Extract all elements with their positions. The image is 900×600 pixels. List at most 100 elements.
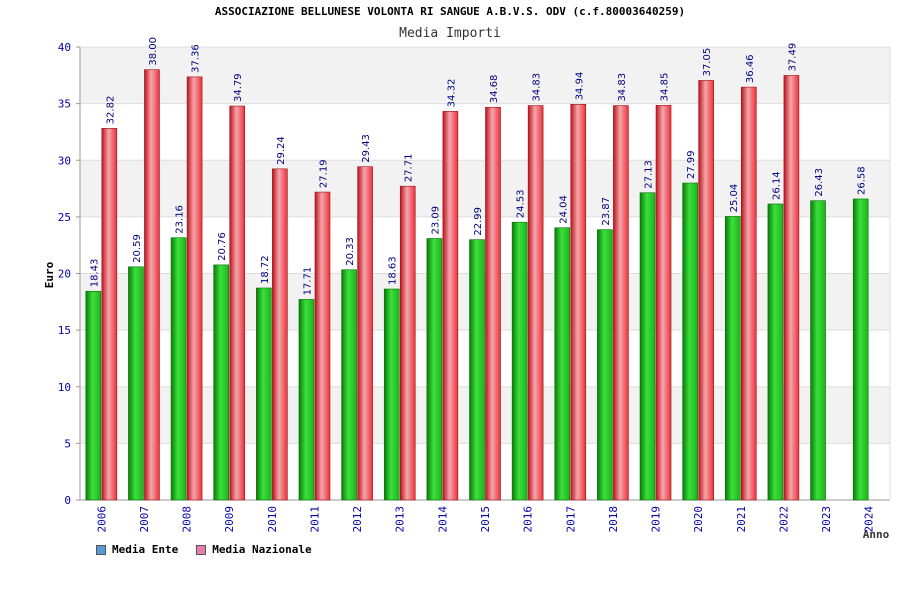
chart-subtitle: Media Importi [399, 26, 501, 41]
chart-legend: Media Ente Media Nazionale [96, 543, 312, 556]
data-label-nazionale: 29.43 [361, 134, 372, 163]
data-label-nazionale: 34.32 [446, 79, 457, 108]
data-label-ente: 18.43 [89, 259, 100, 288]
bar-media-nazionale [272, 168, 288, 501]
legend-item-ente: Media Ente [96, 543, 178, 556]
bar-media-ente [383, 288, 400, 501]
x-axis-title: Anno [863, 528, 890, 541]
x-tick-label: 2020 [692, 506, 705, 533]
data-label-nazionale: 29.24 [276, 136, 287, 165]
bar-media-ente [767, 203, 784, 501]
bar-media-ente [639, 192, 656, 501]
x-tick-label: 2014 [436, 506, 449, 533]
x-tick-label: 2011 [308, 506, 321, 533]
x-tick-label: 2012 [351, 506, 364, 533]
bar-media-ente [256, 287, 272, 501]
x-tick-label: 2013 [394, 506, 407, 533]
data-label-ente: 17.71 [302, 267, 313, 296]
data-label-nazionale: 34.68 [489, 75, 500, 104]
x-tick-label: 2017 [564, 506, 577, 533]
data-label-ente: 18.63 [388, 256, 399, 285]
x-tick-label: 2019 [650, 506, 663, 533]
chart-title: ASSOCIAZIONE BELLUNESE VOLONTA RI SANGUE… [214, 5, 686, 18]
bar-media-ente [682, 182, 698, 501]
data-label-nazionale: 37.05 [702, 48, 713, 77]
data-label-ente: 20.33 [345, 237, 356, 266]
data-label-ente: 26.14 [771, 171, 782, 200]
bar-media-nazionale [485, 106, 501, 501]
data-label-nazionale: 38.00 [148, 37, 159, 66]
bar-media-ente [426, 238, 443, 501]
bar-media-ente [852, 198, 869, 501]
bar-media-nazionale [399, 185, 416, 501]
data-label-ente: 20.76 [217, 232, 228, 261]
y-tick-label: 5 [64, 437, 71, 450]
bar-media-nazionale [314, 191, 331, 501]
bar-media-nazionale [144, 69, 160, 501]
bar-media-ente [85, 290, 102, 501]
bar-media-ente [554, 227, 571, 501]
bar-media-nazionale [442, 111, 459, 501]
data-label-ente: 24.04 [558, 195, 569, 224]
x-tick-label: 2021 [735, 506, 748, 533]
bar-media-ente [213, 264, 230, 501]
y-tick-label: 25 [58, 211, 71, 224]
bar-media-nazionale [186, 76, 203, 501]
bar-media-nazionale [740, 86, 757, 501]
data-label-ente: 23.09 [430, 206, 441, 235]
y-tick-label: 15 [58, 324, 71, 337]
x-tick-label: 2008 [181, 506, 194, 533]
bar-media-nazionale [613, 105, 629, 501]
data-label-ente: 25.04 [729, 184, 740, 213]
data-label-ente: 27.99 [686, 150, 697, 179]
data-label-ente: 26.58 [857, 166, 868, 195]
data-label-nazionale: 34.94 [574, 72, 585, 101]
data-label-nazionale: 34.85 [660, 73, 671, 102]
x-tick-label: 2009 [223, 506, 236, 533]
bar-media-ente [170, 237, 187, 501]
data-label-nazionale: 27.19 [318, 159, 329, 188]
x-tick-label: 2024 [863, 506, 876, 533]
y-tick-label: 10 [58, 381, 71, 394]
data-label-nazionale: 36.46 [745, 54, 756, 83]
x-tick-label: 2023 [820, 506, 833, 533]
legend-label-ente: Media Ente [112, 543, 179, 556]
bar-media-ente [810, 200, 826, 501]
bar-media-ente [341, 269, 357, 501]
bar-media-ente [597, 229, 613, 501]
bar-media-nazionale [229, 105, 246, 501]
bar-media-nazionale [527, 105, 544, 501]
bar-media-ente [511, 221, 528, 501]
legend-swatch-ente [96, 544, 106, 555]
data-label-nazionale: 37.49 [787, 43, 798, 72]
bar-media-nazionale [101, 128, 118, 501]
data-label-nazionale: 32.82 [105, 96, 116, 125]
x-tick-label: 2018 [607, 506, 620, 533]
data-label-nazionale: 37.36 [191, 44, 202, 73]
data-label-ente: 24.53 [516, 190, 527, 219]
data-label-ente: 20.59 [132, 234, 143, 263]
y-tick-label: 30 [58, 154, 71, 167]
y-tick-label: 35 [58, 98, 71, 111]
bar-media-nazionale [783, 75, 800, 501]
y-tick-label: 0 [64, 494, 71, 507]
y-axis-title: Euro [43, 261, 56, 288]
bar-media-nazionale [698, 80, 714, 501]
y-tick-label: 40 [58, 41, 71, 54]
bar-media-ente [128, 266, 144, 501]
x-tick-label: 2006 [95, 506, 108, 533]
data-label-ente: 18.72 [260, 255, 271, 284]
bar-media-ente [298, 299, 315, 501]
x-tick-label: 2007 [138, 506, 151, 533]
bar-media-ente [469, 239, 485, 501]
data-label-ente: 26.43 [814, 168, 825, 197]
x-tick-label: 2022 [777, 506, 790, 533]
data-label-nazionale: 27.71 [404, 154, 415, 183]
legend-swatch-nazionale [196, 544, 207, 555]
data-label-nazionale: 34.83 [532, 73, 543, 102]
bar-media-ente [724, 216, 741, 501]
x-tick-label: 2010 [266, 506, 279, 533]
x-tick-label: 2016 [522, 506, 535, 533]
